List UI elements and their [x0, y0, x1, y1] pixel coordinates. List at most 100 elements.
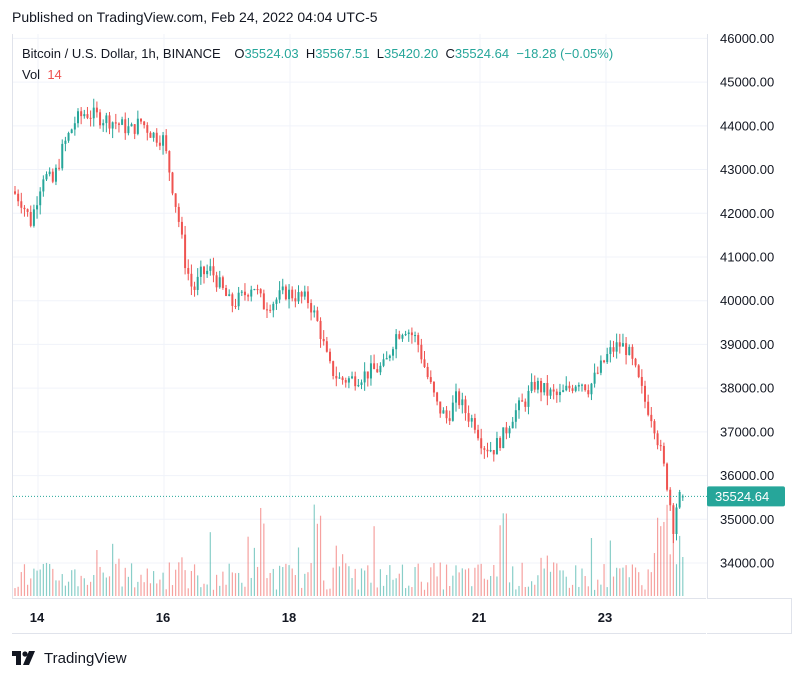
volume-bar — [329, 588, 331, 596]
candle-body — [395, 334, 398, 350]
volume-bar — [452, 575, 454, 596]
candle-body — [669, 489, 672, 506]
candle-body — [666, 463, 669, 490]
volume-bar — [537, 575, 539, 596]
volume-bar — [543, 568, 545, 596]
volume-bar — [468, 568, 470, 596]
candle-body — [165, 135, 168, 152]
volume-bar — [112, 543, 114, 596]
volume-bar — [512, 566, 514, 596]
price-tick-label: 42000.00 — [720, 206, 774, 221]
volume-bar — [244, 586, 246, 596]
candle-body — [199, 266, 202, 277]
price-tick-label: 36000.00 — [720, 468, 774, 483]
volume-bar — [153, 571, 155, 596]
candle-body — [549, 389, 552, 396]
candle-body — [278, 290, 281, 300]
tradingview-brand[interactable]: TradingView — [12, 648, 127, 668]
candle-body — [39, 191, 42, 206]
volume-bar — [130, 563, 133, 596]
candle-body — [382, 359, 385, 366]
candle-body — [502, 427, 505, 449]
volume-bar — [395, 578, 397, 596]
volume-bar — [364, 570, 366, 596]
candle-body — [146, 125, 149, 133]
candle-body — [533, 381, 536, 390]
candle-body — [58, 167, 61, 169]
volume-bar — [256, 566, 259, 596]
candle-body — [42, 179, 45, 192]
candle-body — [250, 289, 253, 297]
volume-bar — [405, 588, 407, 596]
candle-body — [653, 421, 656, 434]
volume-bar — [156, 583, 158, 596]
volume-bar — [641, 585, 643, 596]
volume-bar — [527, 586, 530, 596]
candle-body — [407, 332, 410, 335]
candle-body — [275, 299, 278, 304]
candle-body — [581, 384, 583, 386]
candle-body — [29, 211, 32, 226]
chart-pane[interactable] — [12, 34, 708, 598]
volume-bar — [351, 578, 353, 596]
volume-bar — [288, 565, 290, 596]
candle-body — [17, 193, 20, 202]
volume-bar — [17, 586, 19, 596]
volume-bar — [669, 554, 671, 596]
candle-body — [524, 401, 527, 407]
candle-body — [171, 172, 174, 194]
volume-bar — [58, 580, 60, 596]
volume-bar — [594, 589, 596, 596]
volume-bar — [515, 589, 517, 596]
volume-bar — [508, 582, 511, 596]
volume-bar — [27, 584, 29, 596]
volume-bar — [93, 574, 95, 596]
candle-body — [477, 429, 480, 439]
volume-bar — [338, 566, 341, 596]
volume-bar — [45, 562, 48, 596]
candle-body — [23, 207, 26, 210]
candle-body — [26, 209, 29, 212]
candle-body — [678, 492, 681, 508]
volume-bar — [417, 563, 419, 596]
price-tick-label: 45000.00 — [720, 75, 774, 90]
candle-body — [300, 292, 303, 297]
candle-body — [518, 400, 520, 411]
volume-bar — [663, 521, 665, 596]
price-chart[interactable] — [13, 34, 707, 598]
volume-bar — [80, 575, 82, 596]
candle-body — [73, 123, 76, 130]
volume-bar — [493, 564, 495, 596]
time-axis[interactable]: 14 16 18 21 23 — [12, 598, 706, 634]
price-axis[interactable]: 34000.00 35000.00 36000.00 37000.00 38000.00… — [707, 34, 791, 598]
candle-body — [593, 372, 596, 384]
volume-bar — [540, 557, 542, 596]
candle-body — [596, 372, 599, 374]
published-text: Published on TradingView.com, Feb 24, 20… — [12, 9, 378, 25]
candle-body — [51, 171, 54, 182]
candle-body — [398, 334, 401, 339]
volume-bar — [499, 525, 501, 596]
volume-bar — [603, 564, 605, 596]
close-value: 35524.64 — [454, 46, 510, 61]
candle-body — [332, 361, 335, 376]
candle-body — [335, 375, 338, 379]
volume-bar — [184, 570, 186, 596]
volume-bar — [616, 567, 618, 596]
volume-bar — [597, 579, 599, 596]
volume-bar — [83, 578, 85, 596]
candle-body — [508, 428, 511, 434]
candle-body — [48, 171, 51, 175]
candle-body — [483, 448, 486, 450]
candle-body — [410, 332, 413, 336]
volume-bar — [279, 565, 281, 596]
candle-body — [256, 289, 259, 291]
volume-bar — [212, 589, 215, 596]
candle-body — [618, 342, 621, 347]
volume-bar — [458, 572, 460, 596]
candle-body — [511, 421, 514, 429]
volume-bar — [474, 567, 476, 596]
candle-body — [568, 385, 571, 389]
symbol-title: Bitcoin / U.S. Dollar, 1h, BINANCE — [22, 46, 221, 61]
candle-body — [470, 418, 473, 422]
